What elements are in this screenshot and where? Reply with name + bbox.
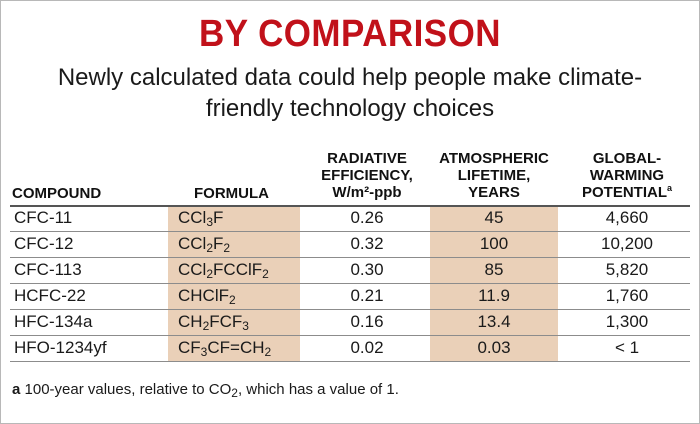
row-divider bbox=[10, 283, 690, 284]
cell-radiative-efficiency: 0.30 bbox=[350, 260, 384, 279]
cell-atmospheric-lifetime: 11.9 bbox=[478, 286, 510, 305]
cell-formula: CCl3F bbox=[178, 205, 223, 231]
formula-subscript: 2 bbox=[229, 293, 236, 307]
footnote-text-1: 100-year values, relative to CO bbox=[20, 381, 232, 398]
row-divider bbox=[10, 231, 690, 232]
header-eff-line-2: EFFICIENCY, bbox=[321, 167, 413, 184]
footnote-marker-a: a bbox=[666, 183, 672, 193]
header-gwp-line-3-text: POTENTIAL bbox=[581, 184, 667, 201]
header-life-line-3: YEARS bbox=[468, 184, 520, 201]
cell-atmospheric-lifetime: 13.4 bbox=[477, 312, 511, 331]
cell-radiative-efficiency: 0.32 bbox=[350, 234, 384, 253]
header-eff-line-1: RADIATIVE bbox=[327, 150, 407, 167]
page-title: BY COMPARISON bbox=[199, 13, 501, 55]
row-divider bbox=[10, 309, 690, 310]
table-row: HFO-1234yf CF3CF=CH2 0.02 0.03 < 1 bbox=[0, 335, 700, 361]
table-row: CFC-113 CCl2FCClF2 0.30 85 5,820 bbox=[0, 257, 700, 283]
cell-gwp: 10,200 bbox=[601, 234, 653, 253]
cell-compound: HFC-134a bbox=[14, 312, 93, 331]
cell-atmospheric-lifetime: 100 bbox=[479, 234, 509, 253]
formula-subscript: 2 bbox=[262, 267, 269, 281]
cell-formula: CF3CF=CH2 bbox=[178, 335, 271, 361]
cell-gwp: 1,300 bbox=[605, 312, 649, 331]
formula-part: CCl bbox=[178, 208, 207, 227]
cell-gwp: 5,820 bbox=[605, 260, 649, 279]
footnote-subscript: 2 bbox=[231, 386, 238, 400]
header-life-line-2: LIFETIME, bbox=[457, 167, 531, 184]
formula-part: CCl bbox=[178, 234, 207, 253]
cell-formula: CHClF2 bbox=[178, 283, 236, 309]
header-gwp-line-3: POTENTIALa bbox=[558, 183, 696, 202]
header-atmospheric-lifetime: ATMOSPHERIC LIFETIME, YEARS bbox=[428, 150, 560, 201]
row-divider bbox=[10, 257, 690, 258]
formula-subscript: 2 bbox=[264, 345, 272, 359]
table-row: HFC-134a CH2FCF3 0.16 13.4 1,300 bbox=[0, 309, 700, 335]
formula-part: CF bbox=[178, 338, 201, 357]
cell-compound: CFC-12 bbox=[14, 234, 74, 253]
cell-atmospheric-lifetime: 0.03 bbox=[477, 338, 511, 357]
formula-part: CHClF bbox=[178, 286, 229, 305]
cell-radiative-efficiency: 0.21 bbox=[350, 286, 384, 305]
subtitle: Newly calculated data could help people … bbox=[57, 64, 643, 122]
formula-part: CCl bbox=[178, 260, 207, 279]
header-compound: COMPOUND bbox=[12, 185, 102, 202]
header-formula: FORMULA bbox=[194, 185, 269, 202]
formula-subscript: 3 bbox=[242, 319, 249, 333]
footnote-text-2: , which has a value of 1. bbox=[237, 381, 399, 398]
header-rule bbox=[10, 205, 690, 207]
formula-subscript: 2 bbox=[206, 267, 214, 281]
cell-radiative-efficiency: 0.26 bbox=[350, 208, 384, 227]
row-divider bbox=[10, 361, 690, 362]
cell-formula: CCl2FCClF2 bbox=[178, 257, 269, 283]
cell-atmospheric-lifetime: 45 bbox=[484, 208, 504, 227]
cell-formula: CH2FCF3 bbox=[178, 309, 249, 335]
table-row: HCFC-22 CHClF2 0.21 11.9 1,760 bbox=[0, 283, 700, 309]
cell-formula: CCl2F2 bbox=[178, 231, 230, 257]
cell-gwp: < 1 bbox=[614, 338, 640, 357]
formula-part: CF=CH bbox=[207, 338, 265, 357]
formula-subscript: 2 bbox=[223, 241, 231, 255]
row-divider bbox=[10, 335, 690, 336]
footnote: a 100-year values, relative to CO2, whic… bbox=[12, 380, 399, 400]
cell-radiative-efficiency: 0.02 bbox=[350, 338, 384, 357]
header-radiative-efficiency: RADIATIVE EFFICIENCY, W/m²-ppb bbox=[302, 150, 432, 201]
header-gwp-line-1: GLOBAL- bbox=[592, 150, 662, 167]
formula-subscript: 3 bbox=[200, 345, 208, 359]
formula-part: F bbox=[213, 234, 224, 253]
formula-subscript: 2 bbox=[202, 319, 210, 333]
header-gwp-line-2: WARMING bbox=[589, 167, 665, 184]
cell-gwp: 1,760 bbox=[605, 286, 649, 305]
cell-radiative-efficiency: 0.16 bbox=[350, 312, 384, 331]
header-global-warming-potential: GLOBAL- WARMING POTENTIALa bbox=[558, 150, 696, 201]
table-row: CFC-12 CCl2F2 0.32 100 10,200 bbox=[0, 231, 700, 257]
table-row: CFC-11 CCl3F 0.26 45 4,660 bbox=[0, 205, 700, 231]
header-life-line-1: ATMOSPHERIC bbox=[439, 150, 549, 167]
cell-compound: CFC-11 bbox=[14, 208, 73, 227]
footnote-marker: a bbox=[12, 381, 21, 398]
header-eff-line-3: W/m²-ppb bbox=[332, 184, 402, 201]
formula-part: F bbox=[213, 208, 224, 227]
formula-part: CH bbox=[178, 312, 203, 331]
formula-subscript: 2 bbox=[206, 241, 214, 255]
formula-part: FCF bbox=[209, 312, 243, 331]
cell-compound: CFC-113 bbox=[14, 260, 82, 279]
formula-subscript: 3 bbox=[206, 215, 214, 229]
cell-atmospheric-lifetime: 85 bbox=[484, 260, 504, 279]
formula-part: FCClF bbox=[213, 260, 263, 279]
cell-gwp: 4,660 bbox=[605, 208, 649, 227]
cell-compound: HFO-1234yf bbox=[14, 338, 107, 357]
cell-compound: HCFC-22 bbox=[14, 286, 86, 305]
